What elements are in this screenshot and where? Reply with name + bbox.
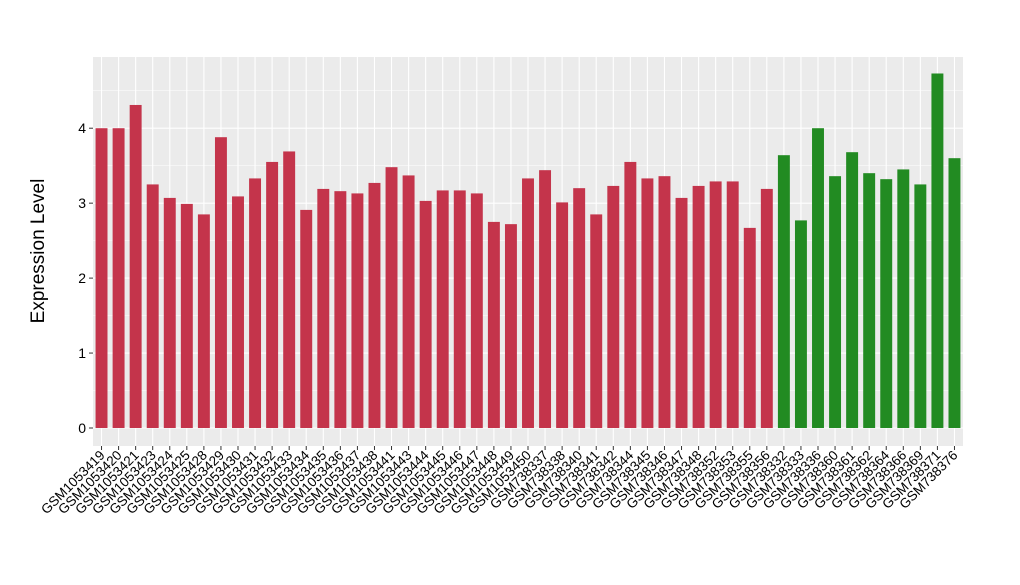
bar-GSM1053438 <box>368 182 381 429</box>
bar-GSM738341 <box>590 214 603 429</box>
bar-GSM1053443 <box>402 175 415 429</box>
bar-GSM738361 <box>846 152 859 429</box>
bar-GSM738332 <box>777 155 790 429</box>
y-tick-label: 4 <box>78 120 86 136</box>
bar-GSM1053448 <box>487 221 500 429</box>
bar-GSM1053424 <box>163 197 176 429</box>
y-tick-label: 2 <box>78 270 86 286</box>
bar-GSM1053433 <box>283 151 296 429</box>
bar-GSM738340 <box>573 188 586 429</box>
bar-GSM1053429 <box>214 137 227 429</box>
bar-GSM1053445 <box>436 190 449 429</box>
bar-GSM1053434 <box>300 209 313 429</box>
bar-GSM738366 <box>897 169 910 429</box>
y-tick-label: 0 <box>78 420 86 436</box>
bar-GSM1053423 <box>146 184 159 429</box>
bar-GSM738376 <box>948 158 961 429</box>
bar-GSM738336 <box>812 128 824 429</box>
bar-GSM738333 <box>794 220 807 429</box>
bar-GSM738344 <box>624 161 637 429</box>
bar-GSM1053435 <box>317 188 330 429</box>
x-axis: GSM1053419GSM1053420GSM1053421GSM1053423… <box>38 446 961 517</box>
y-tick-label: 3 <box>78 195 86 211</box>
bar-GSM738364 <box>880 179 893 429</box>
bar-GSM738342 <box>607 185 620 429</box>
bar-GSM738338 <box>556 202 569 429</box>
bar-GSM1053430 <box>232 196 244 429</box>
bar-GSM1053431 <box>249 178 262 429</box>
bar-GSM738348 <box>692 185 705 429</box>
bar-GSM738356 <box>760 188 773 429</box>
bar-GSM738371 <box>931 73 944 429</box>
bar-GSM738337 <box>539 170 552 429</box>
bar-GSM1053446 <box>453 190 466 429</box>
bar-GSM738347 <box>675 197 688 429</box>
bar-GSM1053437 <box>351 193 364 429</box>
bar-GSM738345 <box>641 178 654 429</box>
bar-GSM738355 <box>743 227 756 429</box>
bar-GSM1053420 <box>112 128 125 429</box>
bar-GSM1053436 <box>334 191 347 429</box>
bar-GSM1053421 <box>129 104 142 429</box>
bar-GSM1053441 <box>385 167 398 429</box>
bar-GSM1053425 <box>180 203 193 429</box>
y-axis: 0 1 2 3 4 <box>78 120 93 436</box>
bar-GSM1053450 <box>522 178 534 429</box>
bar-GSM1053447 <box>470 193 483 429</box>
bar-GSM1053419 <box>95 128 108 429</box>
bar-GSM738346 <box>658 176 671 429</box>
bar-GSM738353 <box>726 181 739 429</box>
bar-GSM1053432 <box>266 161 279 429</box>
y-axis-label: Expression Level <box>28 179 49 324</box>
bar-GSM738360 <box>829 176 842 429</box>
bar-GSM738369 <box>914 184 927 429</box>
bar-GSM1053444 <box>419 200 432 429</box>
bars <box>95 73 961 429</box>
y-tick-label: 1 <box>78 345 86 361</box>
bar-GSM738362 <box>863 173 876 429</box>
bar-GSM1053428 <box>197 214 210 429</box>
bar-GSM738352 <box>709 181 722 429</box>
bar-GSM1053449 <box>504 224 517 429</box>
